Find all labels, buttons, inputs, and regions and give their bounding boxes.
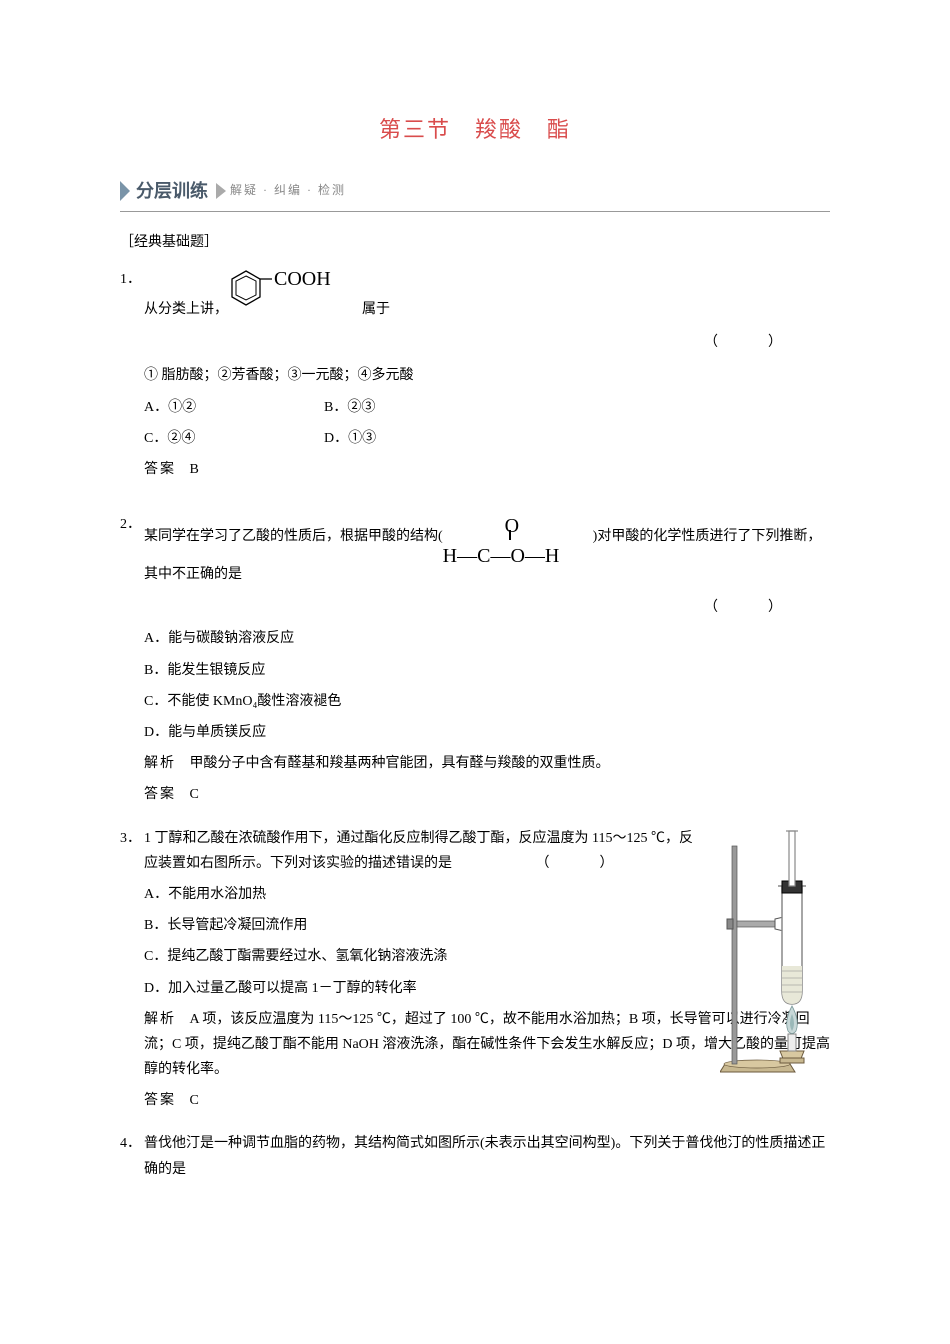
q1-options-line: ① 脂肪酸；②芳香酸；③一元酸；④多元酸 <box>144 363 830 388</box>
section-header: 分层训练 解疑 · 纠编 · 检测 <box>120 175 830 212</box>
q3-answer-label: 答案 <box>144 1093 176 1108</box>
q3-answer: C <box>190 1093 199 1108</box>
section-label: 分层训练 <box>136 175 208 207</box>
q2-stem-a: 某同学在学习了乙酸的性质后，根据甲酸的结构( <box>144 529 443 544</box>
section-sub-marker-icon <box>216 183 226 199</box>
q2-analysis-label: 解析 <box>144 756 176 771</box>
q1-stem-b: 属于 <box>362 297 390 322</box>
q3-choice-c: C．提纯乙酸丁酯需要经过水、氢氧化钠溶液洗涤 <box>144 944 700 969</box>
q4-number: 4． <box>120 1131 144 1156</box>
q2-choice-b: B．能发生银镜反应 <box>144 658 830 683</box>
q1-answer-label: 答案 <box>144 462 176 477</box>
benzene-cooh-icon: COOH <box>230 267 280 322</box>
section-marker-icon <box>120 181 130 201</box>
q1-number: 1． <box>120 267 144 292</box>
q1-answer: B <box>190 462 199 477</box>
formic-acid-structure-icon: O H—C—O—H <box>443 512 593 562</box>
svg-text:COOH: COOH <box>274 268 331 290</box>
q1-choice-b: B．②③ <box>324 395 504 420</box>
question-3: 3． <box>120 826 830 1114</box>
q1-choice-c: C．②④ <box>144 426 324 451</box>
q2-answer: C <box>190 787 199 802</box>
section-subtitle: 解疑 · 纠编 · 检测 <box>230 180 346 202</box>
q1-choice-a: A．①② <box>144 395 324 420</box>
question-1: 1． 从分类上讲， COOH 属于 （ ） ① 脂肪酸；②芳香酸；③一元酸；④多… <box>120 267 830 482</box>
q3-number: 3． <box>120 826 144 851</box>
q1-paren: （ ） <box>144 330 830 355</box>
q2-analysis: 甲酸分子中含有醛基和羧基两种官能团，具有醛与羧酸的双重性质。 <box>190 756 610 771</box>
q3-analysis-label: 解析 <box>144 1012 176 1027</box>
q2-choice-a: A．能与碳酸钠溶液反应 <box>144 626 830 651</box>
q3-choice-b: B．长导管起冷凝回流作用 <box>144 913 700 938</box>
question-2: 2． 某同学在学习了乙酸的性质后，根据甲酸的结构( O H—C—O—H )对甲酸… <box>120 512 830 808</box>
q2-choice-d: D．能与单质镁反应 <box>144 720 830 745</box>
question-4: 4． 普伐他汀是一种调节血脂的药物，其结构简式如图所示(未表示出其空间构型)。下… <box>120 1131 830 1181</box>
q3-choice-d: D．加入过量乙酸可以提高 1－丁醇的转化率 <box>144 976 700 1001</box>
page-title: 第三节 羧酸 酯 <box>120 110 830 150</box>
q2-answer-label: 答案 <box>144 787 176 802</box>
sub-heading: ［经典基础题］ <box>120 230 830 255</box>
q3-paren: （ ） <box>536 856 632 871</box>
q2-choice-c: C．不能使 KMnO₄酸性溶液褪色 <box>144 689 830 714</box>
q4-stem: 普伐他汀是一种调节血脂的药物，其结构简式如图所示(未表示出其空间构型)。下列关于… <box>144 1136 825 1176</box>
q2-paren: （ ） <box>144 595 830 620</box>
q1-choice-d: D．①③ <box>324 426 504 451</box>
q1-stem-a: 从分类上讲， <box>144 297 228 322</box>
apparatus-figure-icon <box>720 826 840 1076</box>
q3-choice-a: A．不能用水浴加热 <box>144 882 700 907</box>
q2-number: 2． <box>120 512 144 537</box>
